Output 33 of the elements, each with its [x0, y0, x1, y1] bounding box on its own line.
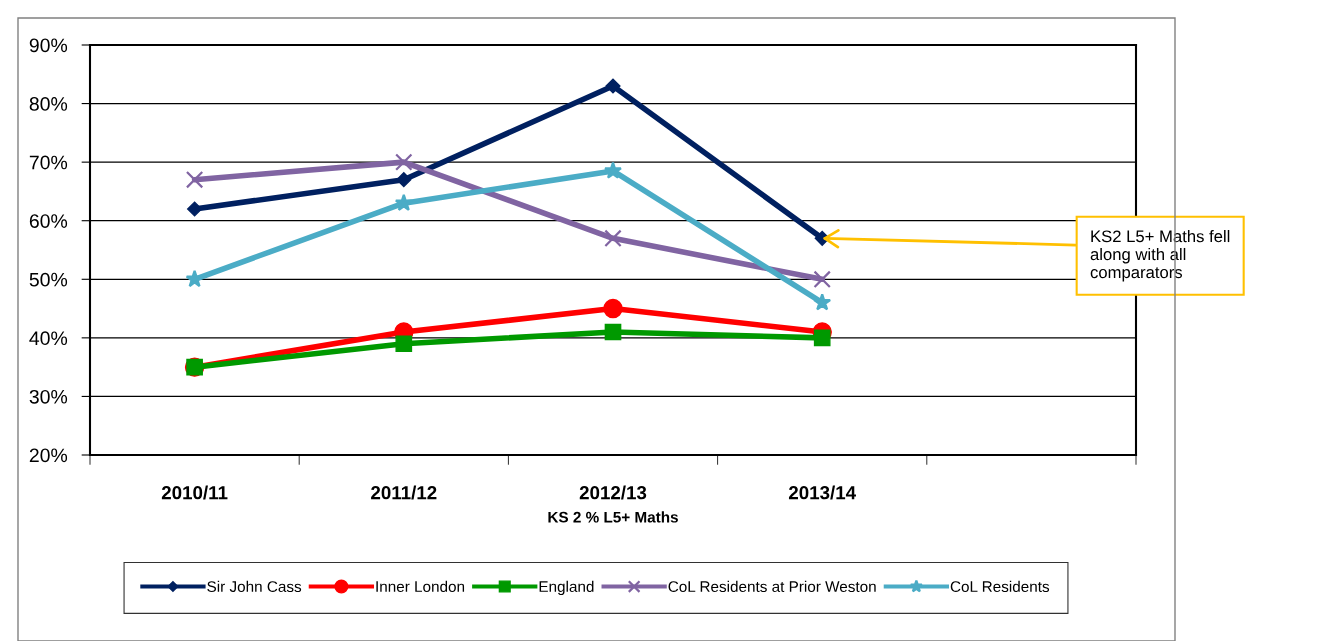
- point: [813, 329, 831, 347]
- x-tick-label: 2012/13: [579, 485, 647, 500]
- y-tick-label: 30%: [29, 389, 68, 404]
- point: [604, 323, 622, 341]
- legend-label: CoL Residents: [950, 580, 1050, 593]
- y-tick-label: 40%: [29, 331, 68, 346]
- y-tick-label: 60%: [29, 214, 68, 228]
- point: [604, 229, 622, 248]
- x-tick-label: 2011/12: [371, 485, 437, 500]
- point: [396, 172, 412, 188]
- point: [185, 170, 204, 189]
- legend-label: Sir John Cass: [207, 580, 302, 593]
- point: [394, 193, 413, 211]
- point: [603, 161, 623, 179]
- point: [813, 270, 831, 289]
- point: [187, 201, 203, 217]
- y-tick-label: 20%: [29, 448, 68, 463]
- y-tick-label: 50%: [29, 272, 68, 287]
- legend-label: Inner London: [376, 580, 465, 593]
- y-tick-label: 90%: [29, 38, 68, 53]
- legend-label: CoL Residents at Prior Weston: [668, 580, 876, 593]
- x-tick-label: 2010/11: [161, 485, 228, 500]
- x-axis-title: KS 2 % L5+ Maths: [548, 511, 678, 523]
- point: [395, 335, 413, 353]
- annotation: KS2 L5+ Maths fell along with all comparators: [1090, 230, 1230, 282]
- x-tick-label: 2013/14: [788, 485, 856, 500]
- point: [395, 153, 413, 171]
- point: [605, 78, 621, 94]
- point: [813, 293, 832, 311]
- legend-label: England: [539, 580, 594, 596]
- point: [603, 298, 623, 319]
- y-tick-label: 70%: [29, 155, 68, 170]
- y-tick-label: 80%: [29, 97, 68, 111]
